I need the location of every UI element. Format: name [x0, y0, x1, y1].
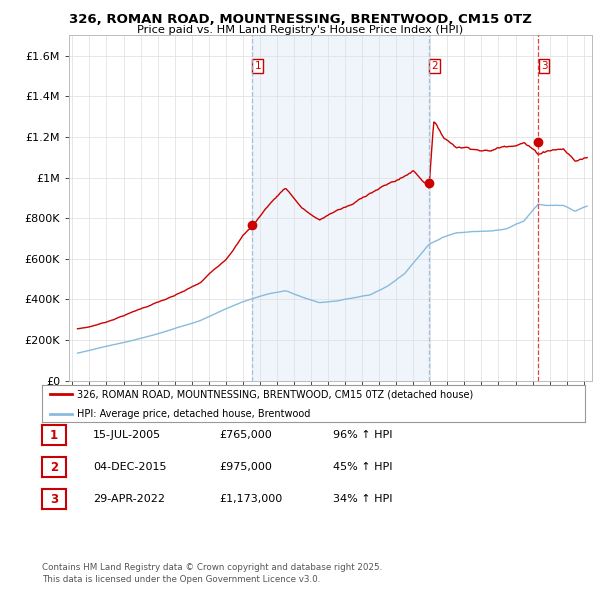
Text: 2: 2 — [431, 61, 438, 71]
Text: 29-APR-2022: 29-APR-2022 — [93, 494, 165, 504]
Text: 1: 1 — [50, 429, 58, 442]
Text: 15-JUL-2005: 15-JUL-2005 — [93, 431, 161, 440]
Text: Price paid vs. HM Land Registry's House Price Index (HPI): Price paid vs. HM Land Registry's House … — [137, 25, 463, 35]
Text: 3: 3 — [50, 493, 58, 506]
Bar — [252, 35, 429, 381]
Text: Contains HM Land Registry data © Crown copyright and database right 2025.
This d: Contains HM Land Registry data © Crown c… — [42, 563, 382, 584]
Text: 1: 1 — [254, 61, 261, 71]
Text: £975,000: £975,000 — [219, 463, 272, 472]
Text: 326, ROMAN ROAD, MOUNTNESSING, BRENTWOOD, CM15 0TZ (detached house): 326, ROMAN ROAD, MOUNTNESSING, BRENTWOOD… — [77, 389, 473, 399]
Text: 3: 3 — [541, 61, 547, 71]
Text: 45% ↑ HPI: 45% ↑ HPI — [333, 463, 392, 472]
Text: 2: 2 — [50, 461, 58, 474]
Text: 326, ROMAN ROAD, MOUNTNESSING, BRENTWOOD, CM15 0TZ: 326, ROMAN ROAD, MOUNTNESSING, BRENTWOOD… — [68, 13, 532, 26]
Text: 04-DEC-2015: 04-DEC-2015 — [93, 463, 167, 472]
Text: 34% ↑ HPI: 34% ↑ HPI — [333, 494, 392, 504]
Text: £1,173,000: £1,173,000 — [219, 494, 282, 504]
Text: £765,000: £765,000 — [219, 431, 272, 440]
Text: HPI: Average price, detached house, Brentwood: HPI: Average price, detached house, Bren… — [77, 409, 311, 419]
Text: 96% ↑ HPI: 96% ↑ HPI — [333, 431, 392, 440]
